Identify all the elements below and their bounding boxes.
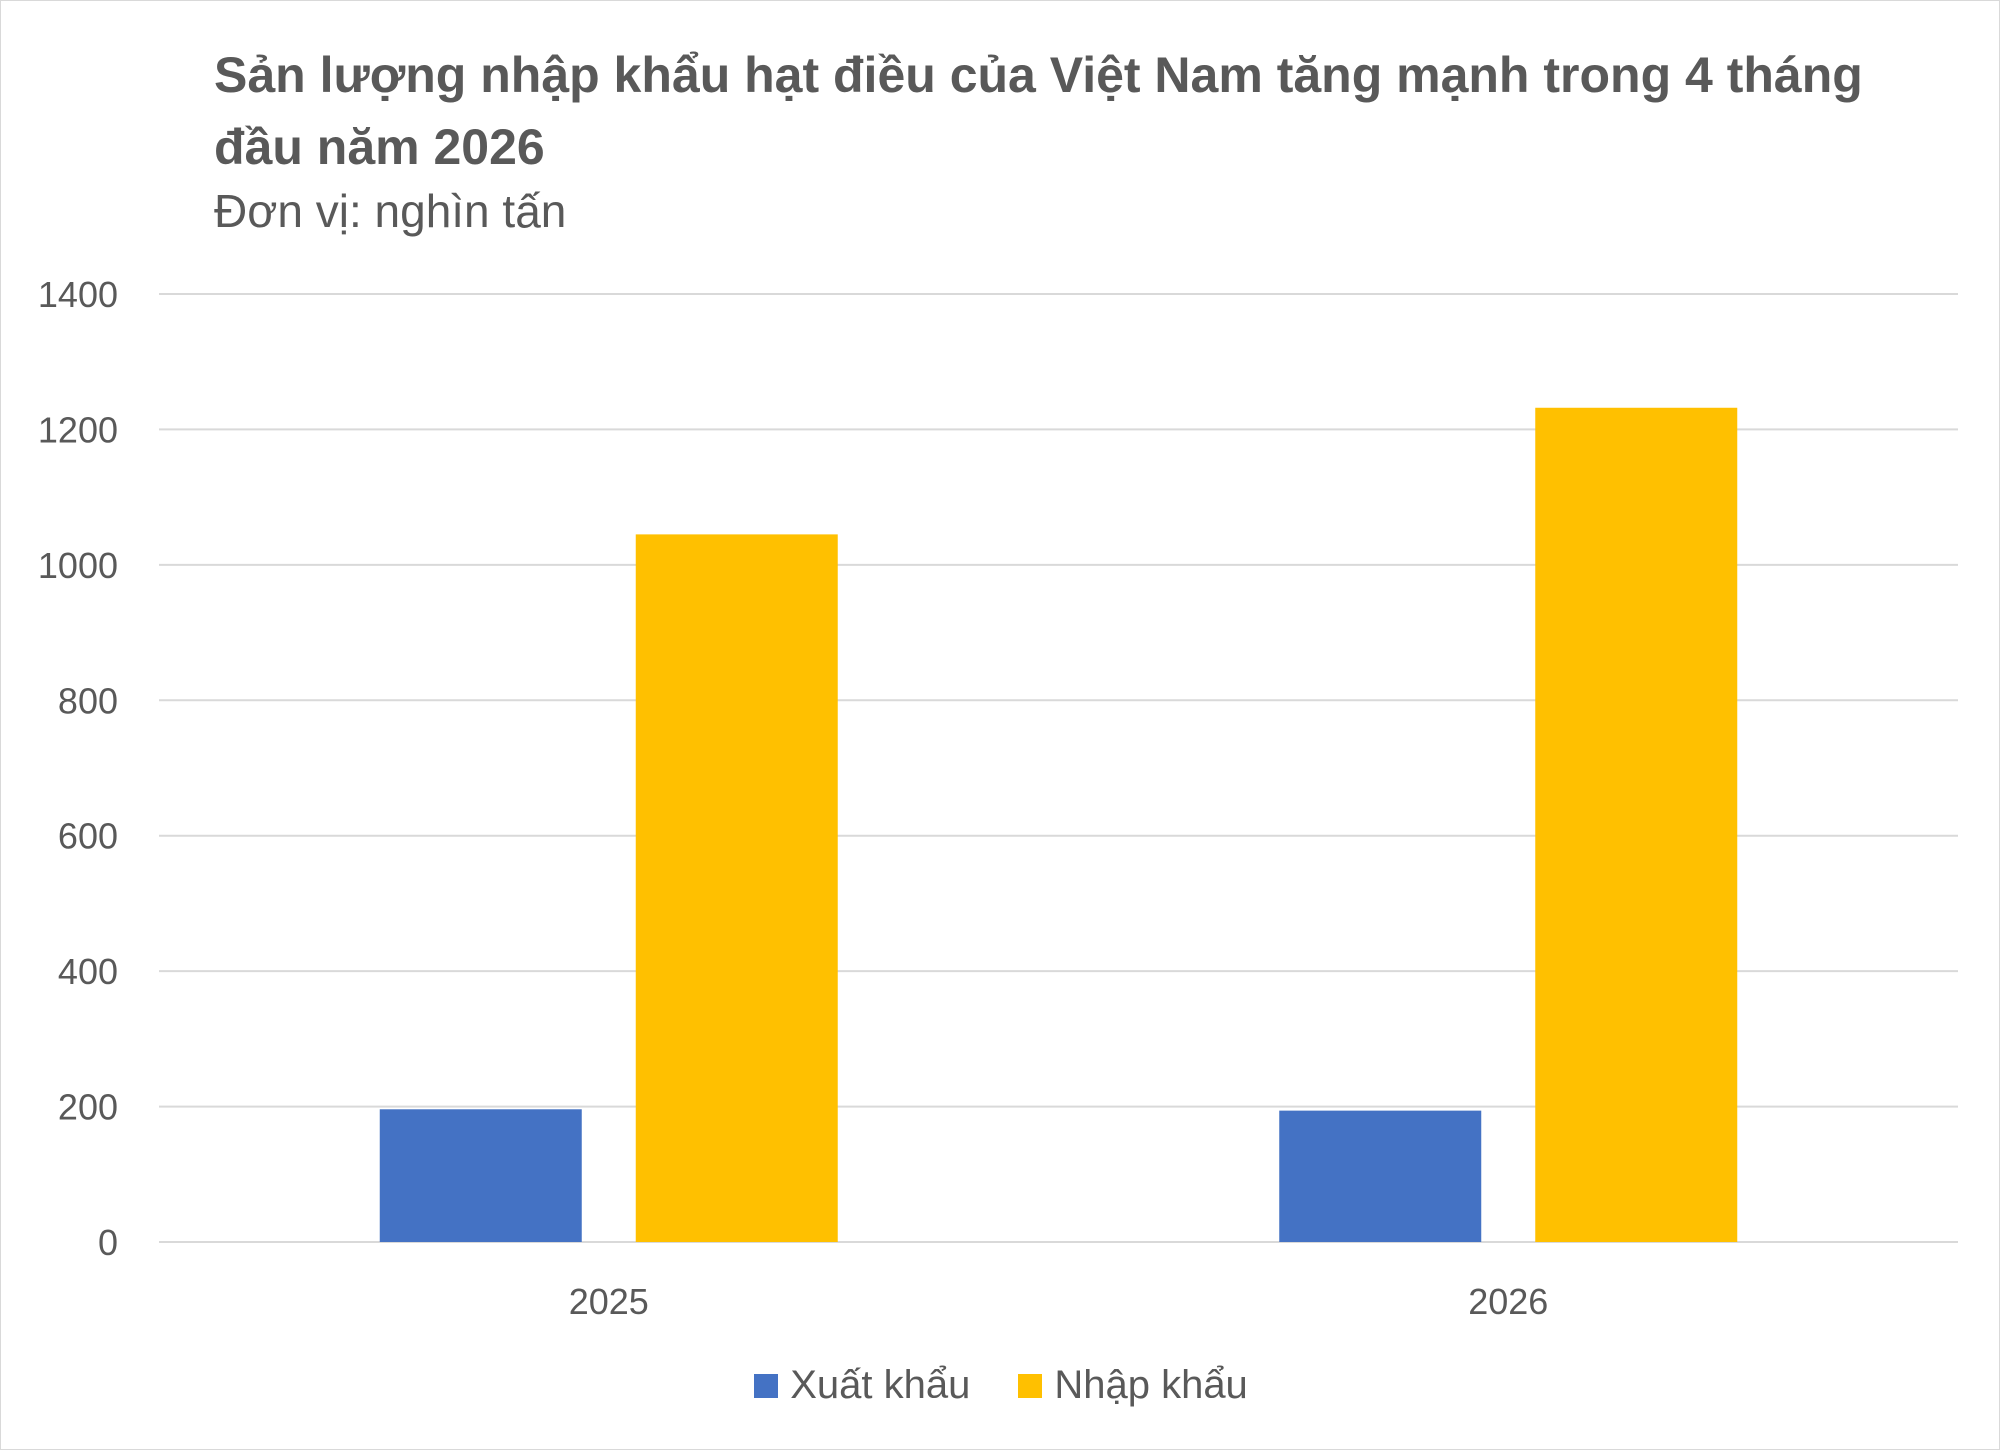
y-tick-label: 1400 (38, 274, 118, 315)
y-tick-label: 400 (58, 951, 118, 992)
y-tick-label: 1000 (38, 545, 118, 586)
bar-import-2026 (1535, 407, 1738, 1242)
y-tick-label: 800 (58, 680, 118, 721)
y-tick-label: 0 (98, 1222, 118, 1263)
bar-chart: 0 200 400 600 800 1000 1200 1400 2025 2026 (38, 274, 1958, 1322)
chart-subtitle: Đơn vị: nghìn tấn (214, 185, 567, 237)
legend-item-import: Nhập khẩu (1018, 1363, 1248, 1408)
bar-export-2025 (379, 1109, 582, 1242)
x-tick-label: 2025 (569, 1281, 649, 1322)
y-tick-label: 200 (58, 1087, 118, 1128)
chart-legend: Xuất khẩu Nhập khẩu (1, 1363, 2000, 1408)
chart-title: Sản lượng nhập khẩu hạt điều của Việt Na… (214, 47, 1863, 175)
y-tick-label: 1200 (38, 409, 118, 450)
legend-swatch-import (1018, 1373, 1043, 1398)
legend-label-export: Xuất khẩu (790, 1363, 971, 1407)
y-tick-label: 600 (58, 816, 118, 857)
bar-export-2026 (1279, 1110, 1482, 1242)
x-tick-label: 2026 (1468, 1281, 1548, 1322)
legend-item-export: Xuất khẩu (754, 1363, 970, 1408)
legend-label-import: Nhập khẩu (1054, 1363, 1248, 1407)
bar-import-2025 (635, 534, 838, 1242)
legend-swatch-export (754, 1373, 779, 1398)
